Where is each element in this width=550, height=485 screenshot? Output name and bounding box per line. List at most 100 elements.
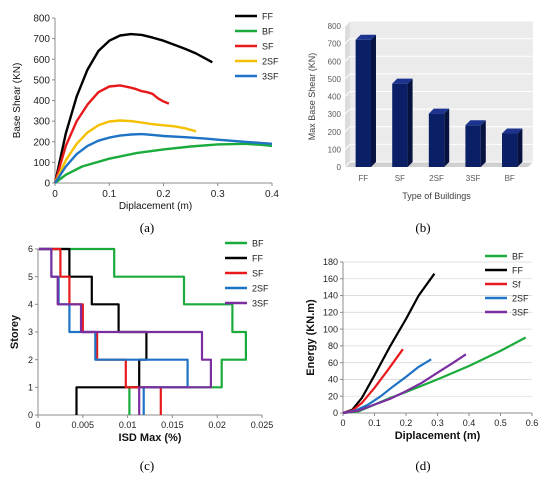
chart-a-ytick-label-8: 800	[33, 14, 50, 25]
chart-a-series-ff-line	[53, 32, 213, 184]
chart-a-xtick-label-4: 0.4	[265, 189, 279, 200]
chart-a-ytick-label-1: 100	[33, 158, 50, 169]
chart-d-xtick-label-2: 0.2	[400, 418, 413, 428]
chart-a-series-3sf-line	[53, 132, 273, 184]
chart-a-legend-label-2sf: 2SF	[262, 57, 279, 67]
chart-a-ytick-label-5: 500	[33, 75, 50, 86]
chart-b-ytick-label-8: 800	[328, 22, 342, 31]
chart-a-xtick-label-3: 0.3	[211, 189, 225, 200]
caption-b: (b)	[415, 220, 430, 235]
chart-b-bar-side-bf	[517, 128, 523, 167]
chart-d-ytick-label-4: 80	[328, 341, 338, 351]
chart-c-legend-label-2sf: 2SF	[252, 284, 269, 294]
chart-d-legend-label-bf: BF	[512, 252, 524, 262]
chart-b-bar-top-2sf	[428, 108, 450, 114]
chart-a-xtick-label-0: 0	[52, 189, 58, 200]
chart-b-ygrid-7	[344, 38, 533, 44]
chart-d-xtick-label-0: 0	[340, 418, 345, 428]
caption-d: (d)	[415, 458, 430, 473]
chart-b-ygrid-3	[344, 108, 533, 115]
chart-b-ytick-label-0: 0	[337, 163, 342, 172]
chart-c-series-bf-line	[38, 247, 247, 415]
chart-a-ytick-label-7: 700	[33, 34, 50, 45]
chart-d-ytick-label-3: 60	[328, 358, 338, 368]
chart-b-ygrid-5	[344, 73, 533, 80]
chart-b-bar-side-sf	[407, 78, 413, 167]
chart-d-ytick-label-1: 20	[328, 391, 338, 401]
chart-d-ytick-label-2: 40	[328, 375, 338, 385]
chart-d-ytick-label-8: 160	[323, 274, 338, 284]
chart-d-legend-label-sf: Sf	[512, 280, 521, 290]
chart-b-bar-top-sf	[392, 78, 413, 84]
chart-c-series-3sf-line	[38, 247, 212, 415]
chart-a-legend-label-ff: FF	[262, 12, 273, 22]
chart-c-x-axis-label: ISD Max (%)	[119, 432, 182, 444]
chart-b-ygrid-6	[344, 55, 533, 62]
chart-a-legend-label-3sf: 3SF	[262, 72, 279, 82]
chart-b-max-base-shear-bars: 0 100 200 300 400 500 600 700 800 FF SF 2SF 3SF BF Typ…	[307, 20, 533, 201]
chart-d-y-axis-label: Energy (KN.m)	[305, 299, 317, 376]
chart-d-energy-vs-displacement: 0 0.1 0.2 0.3 0.4 0.5 0.6 0 20 40 60 80 100 120 140 160…	[305, 252, 538, 443]
caption-a: (a)	[140, 220, 154, 235]
chart-a-ytick-label-4: 400	[33, 96, 50, 107]
chart-b-bar-top-bf	[502, 128, 523, 134]
chart-a-series-bf-line	[54, 142, 273, 184]
chart-d-ytick-label-6: 120	[323, 307, 338, 317]
chart-a-ytick-label-0: 0	[44, 179, 50, 190]
chart-c-xtick-label-0: 0	[35, 420, 40, 430]
chart-c-legend-label-ff: FF	[252, 254, 263, 264]
chart-b-xtick-label-2sf: 2SF	[429, 174, 444, 183]
chart-c-isd-max-profile: 0 0.005 0.01 0.015 0.02 0.025 0 1 2 3 4 5 6 ISD Max (…	[9, 239, 273, 445]
chart-d-ytick-label-0: 0	[333, 408, 338, 418]
chart-b-xtick-label-bf: BF	[505, 174, 515, 183]
chart-d-series-sf-line	[342, 348, 404, 415]
chart-a-ytick-label-3: 300	[33, 117, 50, 128]
chart-c-xtick-label-4: 0.02	[208, 420, 226, 430]
chart-a-xtick-label-1: 0.1	[102, 189, 116, 200]
chart-d-ytick-label-9: 180	[323, 257, 338, 267]
chart-b-bar-side-2sf	[444, 108, 450, 167]
chart-b-xtick-label-3sf: 3SF	[466, 174, 481, 183]
chart-a-legend-label-sf: SF	[262, 42, 274, 52]
chart-c-ytick-label-6: 6	[28, 244, 33, 254]
chart-b-y-axis-label: Max Base Shear (KN)	[307, 53, 317, 141]
caption-c: (c)	[140, 458, 154, 473]
chart-b-bar-side-3sf	[480, 120, 486, 167]
chart-b-xtick-label-sf: SF	[395, 174, 405, 183]
chart-b-ytick-label-5: 500	[328, 75, 342, 84]
chart-a-xtick-label-2: 0.2	[157, 189, 171, 200]
chart-d-xtick-label-4: 0.4	[463, 418, 476, 428]
chart-b-ytick-label-7: 700	[328, 40, 342, 49]
chart-b-bar-3sf	[465, 125, 481, 167]
chart-b-xtick-label-ff: FF	[358, 174, 368, 183]
chart-b-ytick-label-4: 400	[328, 93, 342, 102]
chart-c-xtick-label-3: 0.015	[161, 420, 184, 430]
chart-d-series-2sf-line	[342, 358, 432, 415]
chart-c-ytick-label-5: 5	[28, 272, 33, 282]
chart-c-ytick-label-3: 3	[28, 327, 33, 337]
chart-d-ytick-label-5: 100	[323, 324, 338, 334]
chart-d-xtick-label-3: 0.3	[431, 418, 444, 428]
chart-d-xtick-label-1: 0.1	[368, 418, 381, 428]
chart-a-series-2sf-line	[53, 119, 197, 184]
chart-d-xtick-label-6: 0.6	[526, 418, 539, 428]
chart-c-legend-label-3sf: 3SF	[252, 299, 269, 309]
chart-d-legend-label-3sf: 3SF	[512, 308, 529, 318]
chart-a-series-sf-line	[53, 84, 170, 184]
chart-c-ytick-label-4: 4	[28, 299, 33, 309]
chart-c-ytick-label-0: 0	[28, 410, 33, 420]
chart-a-x-axis-label: Diplacement (m)	[119, 201, 192, 212]
chart-b-bar-ff	[355, 39, 371, 168]
chart-b-ytick-label-2: 200	[328, 128, 342, 137]
chart-b-ytick-label-1: 100	[328, 145, 342, 154]
chart-a-ytick-label-2: 200	[33, 137, 50, 148]
chart-c-ytick-label-2: 2	[28, 355, 33, 365]
chart-d-x-axis-label: Diplacement (m)	[395, 430, 481, 442]
chart-d-series-ff-line	[342, 273, 436, 415]
chart-c-xtick-label-5: 0.025	[251, 420, 274, 430]
chart-d-xtick-label-5: 0.5	[494, 418, 507, 428]
chart-b-bar-bf	[502, 133, 518, 167]
chart-b-bar-sf	[392, 83, 408, 167]
chart-a-legend-label-bf: BF	[262, 27, 274, 37]
